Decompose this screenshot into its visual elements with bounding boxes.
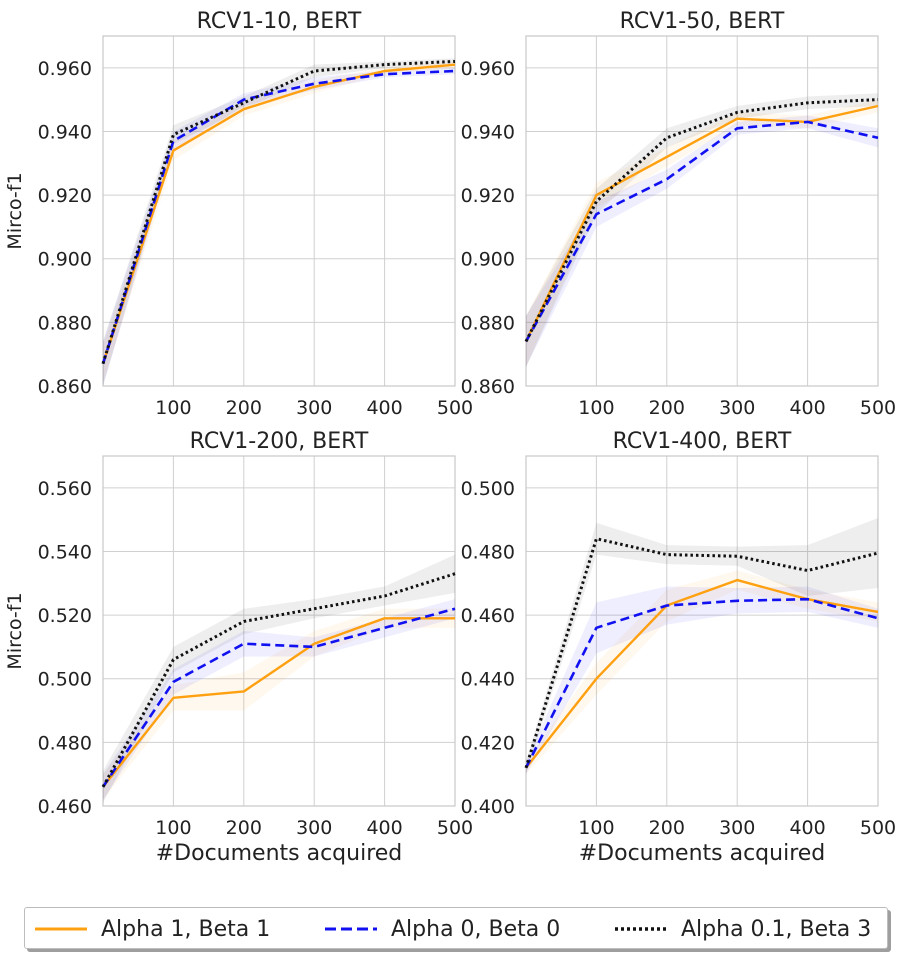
series-band-1 — [526, 570, 878, 775]
x-axis-label: #Documents acquired — [156, 841, 403, 866]
chart-title: RCV1-200, BERT — [190, 429, 369, 454]
x-tick-label: 500 — [437, 817, 473, 839]
series-band-3 — [526, 518, 878, 775]
chart-panel-3: 0.460 0.480 0.500 0.520 0.540 0.560 100 200 300 4… — [4, 429, 473, 866]
plot-frame — [102, 455, 456, 807]
legend-label: Alpha 0.1, Beta 3 — [681, 916, 872, 942]
x-axis-label: #Documents acquired — [579, 841, 826, 866]
series-band-2 — [103, 67, 455, 387]
x-tick-label: 100 — [155, 817, 191, 839]
series-band-1 — [103, 61, 455, 383]
y-tick-label: 0.920 — [461, 185, 515, 207]
series-line-1 — [524, 104, 879, 342]
y-tick-label: 0.900 — [461, 249, 515, 271]
legend-label: Alpha 1, Beta 1 — [101, 916, 271, 942]
series-line-2 — [101, 607, 456, 788]
plot-frame — [525, 35, 879, 387]
y-tick-label: 0.440 — [461, 669, 515, 691]
x-tick-label: 200 — [226, 817, 262, 839]
y-axis-label: Mirco-f1 — [4, 592, 26, 669]
series-line-2 — [524, 597, 879, 769]
series-line-3 — [524, 537, 879, 769]
x-tick-label: 100 — [578, 397, 614, 419]
y-tick-label: 0.460 — [461, 605, 515, 627]
chart-title: RCV1-10, BERT — [197, 9, 362, 34]
chart-title: RCV1-400, BERT — [613, 429, 792, 454]
x-tick-label: 300 — [719, 397, 755, 419]
x-tick-label: 400 — [366, 817, 402, 839]
series-line-2 — [524, 120, 879, 343]
legend-swatch-solid — [35, 927, 87, 931]
y-tick-label: 0.560 — [38, 478, 92, 500]
x-tick-label: 300 — [719, 817, 755, 839]
y-axis-label: Mirco-f1 — [4, 172, 26, 249]
chart-panel-4: 0.400 0.420 0.440 0.460 0.480 0.500 100 200 300 4… — [461, 429, 897, 866]
x-tick-label: 400 — [789, 817, 825, 839]
series-band-3 — [103, 58, 455, 386]
legend: Alpha 1, Beta 1 Alpha 0, Beta 0 Alpha 0.… — [24, 907, 888, 949]
series-line-1 — [102, 617, 455, 788]
x-tick-label: 100 — [155, 397, 191, 419]
legend-swatch-dotted — [615, 927, 667, 931]
y-tick-label: 0.920 — [38, 185, 92, 207]
y-tick-label: 0.480 — [38, 732, 92, 754]
x-tick-label: 500 — [437, 397, 473, 419]
x-tick-label: 500 — [860, 817, 896, 839]
x-tick-label: 200 — [649, 817, 685, 839]
y-tick-label: 0.900 — [38, 249, 92, 271]
y-tick-label: 0.860 — [38, 376, 92, 398]
legend-entry-alpha01-beta3: Alpha 0.1, Beta 3 — [613, 914, 871, 944]
legend-entry-alpha0-beta0: Alpha 0, Beta 0 — [323, 914, 560, 944]
x-tick-label: 300 — [296, 817, 332, 839]
series-line-2 — [101, 69, 456, 365]
legend-swatch-dashed — [325, 927, 377, 931]
chart-panel-2: 0.860 0.880 0.900 0.920 0.940 0.960 100 200 300 4… — [461, 9, 897, 419]
legend-label: Alpha 0, Beta 0 — [391, 916, 561, 942]
y-tick-label: 0.420 — [461, 732, 515, 754]
plot-frame — [525, 455, 879, 807]
x-tick-label: 400 — [789, 397, 825, 419]
chart-title: RCV1-50, BERT — [620, 9, 785, 34]
y-tick-label: 0.880 — [461, 312, 515, 334]
chart-panel-1: 0.860 0.880 0.900 0.920 0.940 0.960 100 200 300 4… — [4, 9, 473, 419]
y-tick-label: 0.540 — [38, 541, 92, 563]
x-tick-label: 500 — [860, 397, 896, 419]
plot-frame — [102, 35, 456, 387]
y-tick-label: 0.940 — [38, 121, 92, 143]
series-band-2 — [526, 586, 878, 775]
y-tick-label: 0.960 — [38, 58, 92, 80]
x-tick-label: 200 — [226, 397, 262, 419]
y-tick-label: 0.500 — [461, 478, 515, 500]
y-tick-label: 0.940 — [461, 121, 515, 143]
y-tick-label: 0.400 — [461, 796, 515, 818]
legend-entry-alpha1-beta1: Alpha 1, Beta 1 — [33, 914, 270, 944]
series-band-1 — [103, 608, 455, 800]
series-line-3 — [524, 98, 879, 343]
series-line-3 — [101, 59, 456, 365]
y-tick-label: 0.960 — [461, 58, 515, 80]
x-tick-label: 400 — [366, 397, 402, 419]
y-tick-label: 0.500 — [38, 669, 92, 691]
x-tick-label: 300 — [296, 397, 332, 419]
series-line-3 — [101, 572, 456, 788]
y-tick-label: 0.460 — [38, 796, 92, 818]
x-tick-label: 200 — [649, 397, 685, 419]
series-band-3 — [103, 554, 455, 803]
y-tick-label: 0.480 — [461, 541, 515, 563]
y-tick-label: 0.880 — [38, 312, 92, 334]
y-tick-label: 0.520 — [38, 605, 92, 627]
x-tick-label: 100 — [578, 817, 614, 839]
series-line-1 — [101, 63, 456, 365]
y-tick-label: 0.860 — [461, 376, 515, 398]
